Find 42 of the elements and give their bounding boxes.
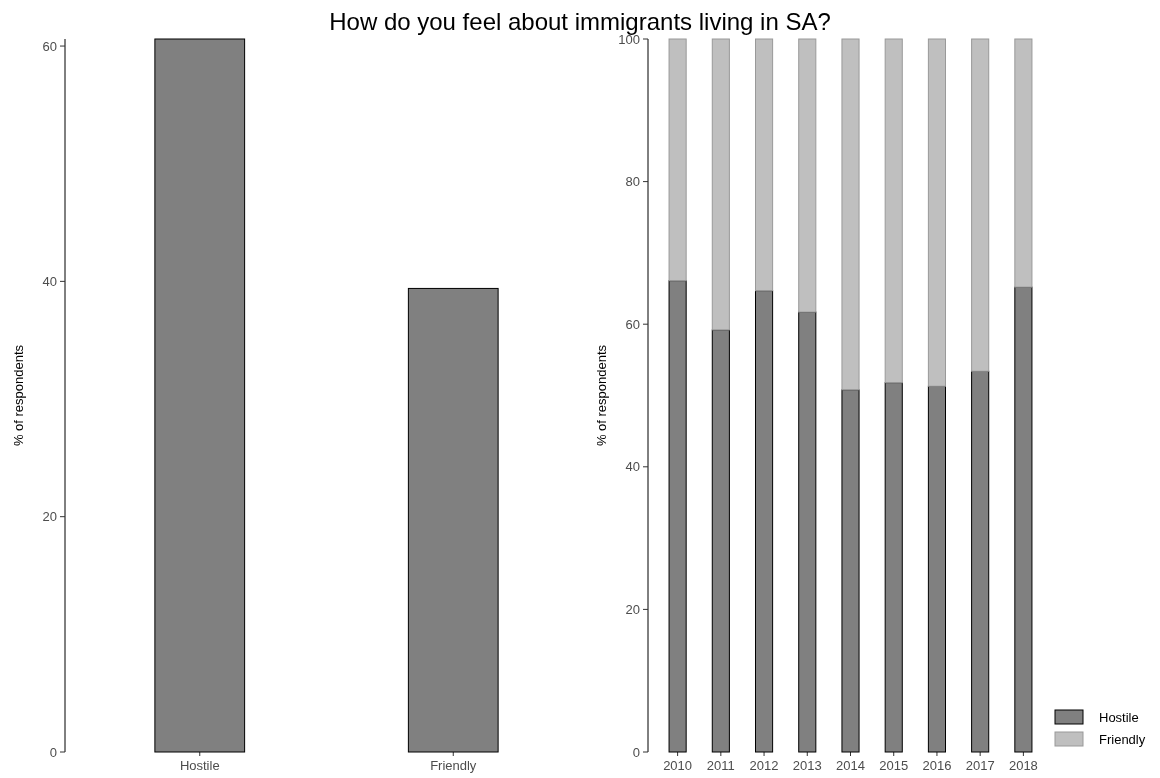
bar (668, 38, 687, 282)
x-tick-label: 2013 (792, 758, 822, 773)
bar (884, 382, 903, 753)
bar (927, 385, 946, 753)
x-tick-label: Hostile (179, 758, 220, 773)
x-tick-label: 2012 (749, 758, 779, 773)
x-tick-label: Friendly (430, 758, 477, 773)
y-tick-label: 60 (625, 316, 640, 332)
y-axis-title: % of respondents (11, 344, 26, 447)
y-tick-label: 80 (625, 174, 640, 190)
x-tick-label: 2011 (706, 758, 735, 773)
bar (841, 389, 860, 753)
y-tick-label: 60 (42, 38, 57, 54)
bar (755, 290, 774, 753)
x-tick-label: 2010 (663, 758, 693, 773)
x-tick-label: 2014 (836, 758, 865, 773)
legend-label: Hostile (1099, 709, 1139, 725)
bar (841, 38, 860, 391)
bar (971, 370, 990, 753)
bar (798, 311, 817, 753)
x-tick-label: 2015 (879, 758, 909, 773)
bar (755, 38, 774, 292)
bar (711, 329, 730, 753)
x-tick-label: 2017 (965, 758, 995, 773)
y-axis-title: % of respondents (594, 344, 609, 447)
bar (1014, 38, 1033, 288)
y-tick-label: 40 (625, 459, 640, 475)
x-tick-label: 2018 (1008, 758, 1038, 773)
bar (668, 280, 687, 753)
legend-label: Friendly (1099, 731, 1146, 747)
y-tick-label: 40 (42, 273, 57, 289)
bar (971, 38, 990, 372)
x-tick-label: 2016 (922, 758, 952, 773)
y-tick-label: 20 (625, 601, 640, 617)
bar (927, 38, 946, 387)
bar (884, 38, 903, 384)
bar (798, 38, 817, 313)
y-tick-label: 0 (632, 744, 640, 760)
y-tick-label: 20 (42, 509, 57, 525)
y-tick-label: 0 (49, 744, 57, 760)
bar (1014, 286, 1033, 753)
bar (711, 38, 730, 331)
